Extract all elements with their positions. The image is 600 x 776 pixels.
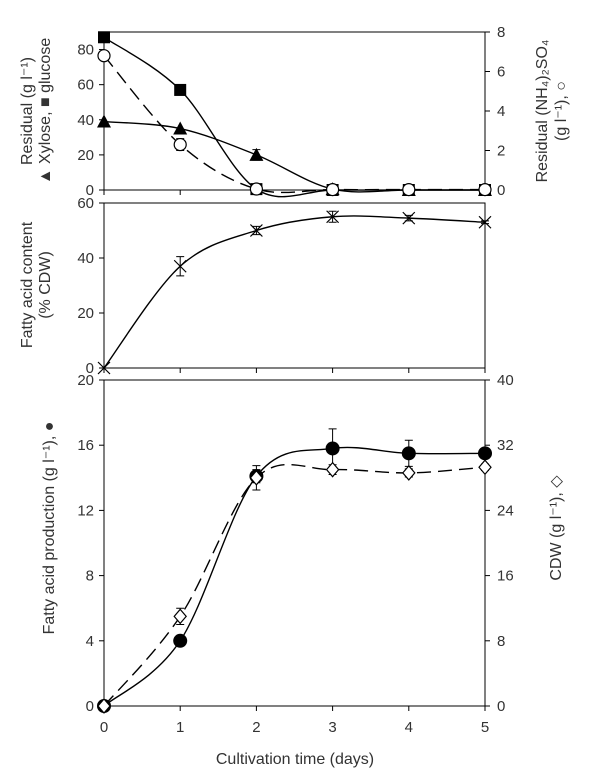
top-ytick-label: 0 xyxy=(86,182,94,199)
xtick-label: 4 xyxy=(405,719,413,736)
middle-ytick-label: 20 xyxy=(77,305,94,322)
nh-so-point xyxy=(97,49,111,63)
bottom-y2tick-label: 0 xyxy=(497,698,505,715)
xylose-point xyxy=(173,121,188,135)
bottom-ytick-label: 16 xyxy=(77,437,94,454)
nh-so-point xyxy=(402,183,416,197)
plot-frame-middle xyxy=(103,202,486,369)
top-y2label-line2: (g l⁻¹), ○ xyxy=(553,81,570,141)
cdw-point xyxy=(478,459,492,476)
x-tick-labels: 0 1 2 3 4 5 xyxy=(100,719,489,736)
bottom-y2tick-label: 32 xyxy=(497,437,514,454)
fatty-acid-production-point xyxy=(401,446,416,461)
xtick-label: 0 xyxy=(100,719,108,736)
xylose-point xyxy=(249,147,264,161)
fatty-acid-content-point xyxy=(402,211,416,225)
bottom-ytick-label: 12 xyxy=(77,502,94,519)
bottom-ytick-label: 4 xyxy=(86,633,94,650)
bottom-ytick-label: 0 xyxy=(86,698,94,715)
nh-so-point xyxy=(249,182,263,196)
middle-series-marks xyxy=(97,210,492,375)
top-ytick-label: 40 xyxy=(77,112,94,129)
bottom-ylabel: Fatty acid production (g l⁻¹), ● xyxy=(41,422,58,635)
top-y2tick-label: 6 xyxy=(497,64,505,81)
panel-residual-substrates: 0 20 40 60 80 0 2 4 6 8 Residual (g l⁻¹) ▲ Xylos… xyxy=(19,24,570,199)
top-y2label-line1: Residual (NH₄)₂SO₄ xyxy=(534,40,551,183)
x-axis-label: Cultivation time (days) xyxy=(216,751,374,768)
bottom-series-marks xyxy=(97,428,492,714)
bottom-right-tick-labels: 0 8 16 24 32 40 xyxy=(485,372,514,715)
bottom-ytick-label: 8 xyxy=(86,568,94,585)
bottom-y2tick-label: 40 xyxy=(497,372,514,389)
fatty-acid-content-point xyxy=(478,215,492,229)
xylose-line xyxy=(103,120,486,193)
top-y2tick-label: 4 xyxy=(497,103,505,120)
plot-frame-top xyxy=(103,31,486,191)
top-ytick-label: 80 xyxy=(77,42,94,59)
bottom-y2tick-label: 24 xyxy=(497,502,514,519)
top-ytick-label: 60 xyxy=(77,77,94,94)
cdw-line xyxy=(103,463,486,707)
panel-fatty-acid-content: 0 20 40 60 Fatty acid content (% CDW) xyxy=(19,195,492,377)
middle-ylabel-line1: Fatty acid content xyxy=(19,221,36,348)
fatty-acid-production-point xyxy=(325,441,340,456)
top-ytick-label: 20 xyxy=(77,147,94,164)
xylose-point xyxy=(97,114,111,128)
cdw-point xyxy=(173,608,187,625)
middle-left-tick-labels: 0 20 40 60 xyxy=(77,195,104,377)
fatty-acid-content-point xyxy=(249,224,263,237)
bottom-y2tick-label: 8 xyxy=(497,633,505,650)
glucose-point xyxy=(174,83,187,96)
bottom-left-tick-labels: 0 4 8 12 16 20 xyxy=(77,372,104,715)
fatty-acid-content-line xyxy=(103,215,486,369)
top-left-tick-labels: 0 20 40 60 80 xyxy=(77,42,104,199)
cdw-point xyxy=(249,469,264,486)
xtick-label: 3 xyxy=(328,719,336,736)
xtick-label: 1 xyxy=(176,719,184,736)
fatty-acid-content-point xyxy=(326,210,340,224)
nh-so-point xyxy=(478,183,492,197)
fatty-acid-production-line xyxy=(103,446,486,707)
cdw-point xyxy=(325,461,340,478)
fatty-acid-content-point xyxy=(97,361,111,375)
plot-frame-bottom xyxy=(103,379,486,707)
bottom-ytick-label: 20 xyxy=(77,372,94,389)
fatty-acid-production-point xyxy=(173,633,188,648)
fatty-acid-production-point xyxy=(478,446,492,461)
top-y2tick-label: 0 xyxy=(497,182,505,199)
top-right-tick-labels: 0 2 4 6 8 xyxy=(485,24,505,199)
cdw-point xyxy=(97,698,111,714)
top-ylabel-line1: Residual (g l⁻¹) xyxy=(19,57,36,165)
fatty-acid-content-point xyxy=(173,259,187,273)
top-y2tick-label: 2 xyxy=(497,143,505,160)
top-ylabel-line2: ▲ Xylose, ■ glucose xyxy=(37,38,54,185)
cdw-point xyxy=(402,464,416,481)
bottom-y2tick-label: 16 xyxy=(497,568,514,585)
top-series-marks xyxy=(97,31,492,198)
bottom-y2label: CDW (g l⁻¹), ◇ xyxy=(548,475,565,581)
nh-so-line xyxy=(103,55,485,194)
middle-ytick-label: 60 xyxy=(77,195,94,212)
middle-ylabel-line2: (% CDW) xyxy=(37,251,54,319)
top-y2tick-label: 8 xyxy=(497,24,505,41)
middle-ytick-label: 0 xyxy=(86,360,94,377)
middle-ytick-label: 40 xyxy=(77,250,94,267)
xtick-label: 2 xyxy=(252,719,260,736)
glucose-point xyxy=(98,31,110,44)
nh-so-point xyxy=(326,183,340,197)
nh-so-point xyxy=(173,137,187,152)
xtick-label: 5 xyxy=(481,719,489,736)
